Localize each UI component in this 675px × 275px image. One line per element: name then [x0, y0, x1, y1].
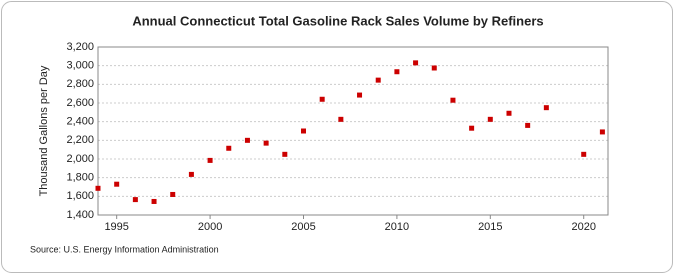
y-tick-label: 1,600 — [66, 190, 94, 202]
point — [394, 69, 400, 75]
y-tick-label: 2,200 — [66, 134, 94, 146]
point — [132, 197, 138, 203]
point — [338, 116, 344, 122]
y-tick-label: 2,800 — [66, 78, 94, 90]
point — [226, 145, 232, 151]
plot-area — [97, 46, 609, 216]
marks — [95, 60, 605, 204]
point — [450, 97, 456, 103]
point — [599, 129, 605, 135]
point — [319, 96, 325, 102]
y-tick-label: 2,000 — [66, 153, 94, 165]
y-tick-label: 1,400 — [66, 209, 94, 221]
point — [151, 198, 157, 204]
point — [114, 181, 120, 187]
point — [375, 77, 381, 83]
point — [506, 110, 512, 116]
source: Source: U.S. Energy Information Administ… — [30, 244, 219, 254]
point — [263, 140, 269, 146]
point — [413, 60, 419, 66]
point — [170, 191, 176, 197]
point — [207, 157, 213, 163]
y-tick-label: 3,200 — [66, 41, 94, 53]
y-tick-label: 2,600 — [66, 97, 94, 109]
point — [469, 125, 475, 131]
point — [244, 137, 250, 143]
point — [581, 151, 587, 157]
point — [188, 171, 194, 177]
point — [487, 116, 493, 122]
point — [525, 122, 531, 128]
point — [431, 65, 437, 71]
point — [95, 185, 101, 191]
point — [282, 151, 288, 157]
x-tick-label: 2020 — [571, 221, 595, 233]
x-tick-label: 2005 — [291, 221, 315, 233]
y-axis-label: Thousand Gallons per Day — [38, 65, 50, 196]
point — [300, 128, 306, 134]
x-tick-label: 1995 — [104, 221, 128, 233]
x-tick-label: 2015 — [478, 221, 502, 233]
point — [543, 105, 549, 111]
x-tick-label: 2010 — [385, 221, 409, 233]
point — [357, 92, 363, 98]
y-tick-label: 2,400 — [66, 116, 94, 128]
y-tick-label: 3,000 — [66, 60, 94, 72]
x-tick-label: 2000 — [198, 221, 222, 233]
chart-title: Annual Connecticut Total Gasoline Rack S… — [132, 13, 543, 28]
y-tick-label: 1,800 — [66, 172, 94, 184]
